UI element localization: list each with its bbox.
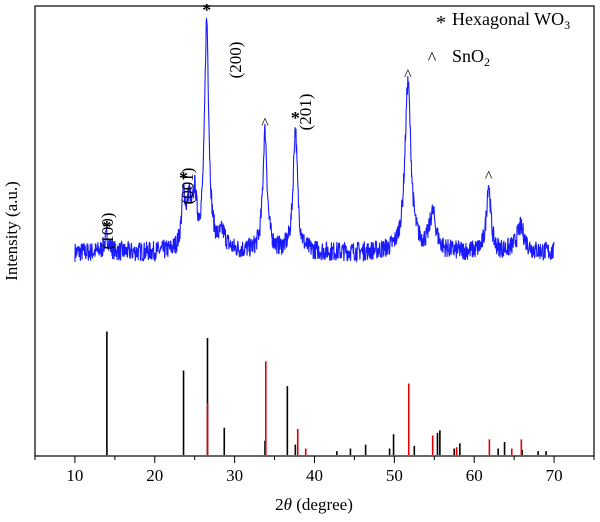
reference-pattern [106,331,547,455]
sno2-peak-marker: ^ [485,169,493,186]
x-axis-label: 2θ (degree) [275,495,353,514]
x-tick-label: 50 [386,466,403,485]
miller-index-label: (001) [178,168,197,205]
x-axis-ticks: 10 20 30 40 50 60 70 [34,456,595,485]
wo3-peak-marker: * [179,168,188,188]
legend-wo3-marker: * [436,12,446,34]
wo3-peak-marker: * [291,108,300,128]
x-tick-label: 60 [466,466,483,485]
miller-index-label: (100) [98,213,117,250]
xrd-pattern-line [74,17,555,264]
x-tick-label: 70 [546,466,563,485]
legend-wo3-label: Hexagonal WO3 [452,9,570,32]
x-tick-label: 40 [306,466,323,485]
wo3-peak-marker: * [102,217,111,237]
plot-frame [34,5,595,457]
x-tick-label: 10 [66,466,83,485]
miller-index-label: (201) [296,94,315,131]
legend-sno2-marker: ^ [428,48,437,68]
legend: * Hexagonal WO3 ^ SnO2 [428,9,570,69]
wo3-peak-marker: * [202,0,211,20]
x-tick-label: 20 [146,466,163,485]
sno2-peak-marker: ^ [261,116,269,133]
x-tick-label: 30 [226,466,243,485]
miller-index-label: (200) [226,42,245,79]
sno2-peak-marker: ^ [404,67,412,84]
peak-markers: * * * * ^ ^ ^ (100) (001) (200) (201) [98,0,493,249]
legend-sno2-label: SnO2 [452,46,490,69]
y-axis-label: Intensity (a.u.) [2,181,21,281]
